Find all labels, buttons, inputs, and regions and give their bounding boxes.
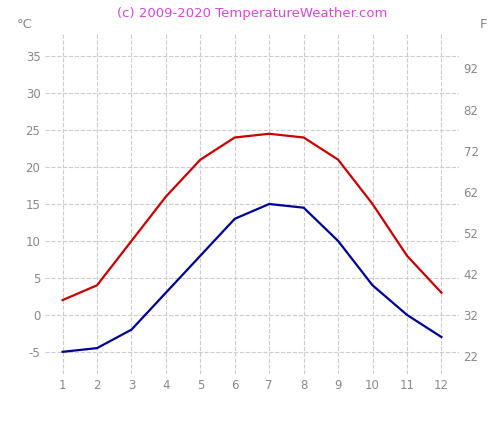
Text: °C: °C <box>17 17 32 31</box>
Text: F: F <box>480 17 487 31</box>
Text: (c) 2009-2020 TemperatureWeather.com: (c) 2009-2020 TemperatureWeather.com <box>117 7 387 20</box>
